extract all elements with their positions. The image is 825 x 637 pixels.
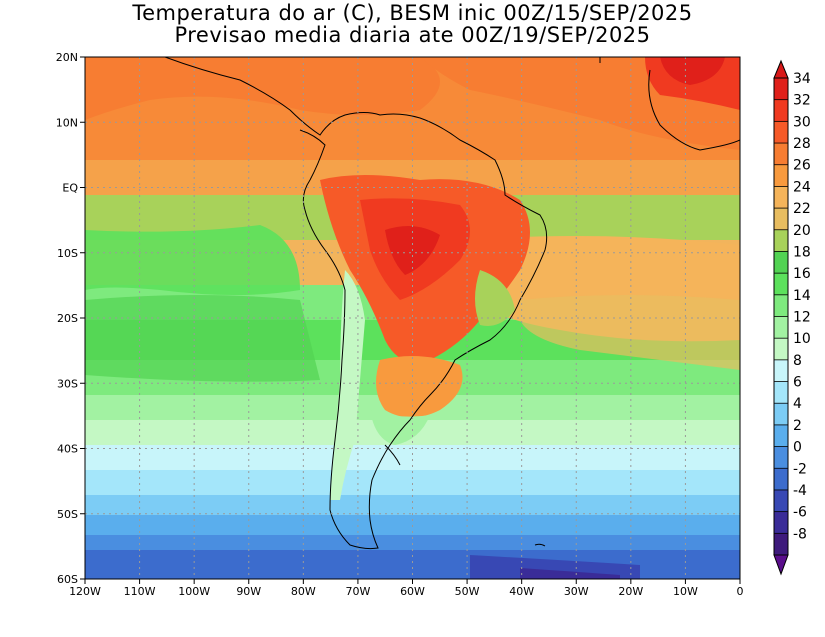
lat-label: 20S [57, 312, 78, 325]
colorbar-label: 34 [793, 71, 811, 87]
lon-label: 120W [69, 585, 101, 598]
colorbar-label: 6 [793, 375, 802, 391]
colorbar-swatch [774, 446, 788, 469]
colorbar-swatch [774, 316, 788, 339]
coastlines [164, 57, 740, 550]
colorbar-swatch [774, 143, 788, 166]
colorbar-label: 26 [793, 158, 811, 174]
lat-label: 40S [57, 443, 78, 456]
colorbar-label: 22 [793, 201, 811, 217]
colorbar-label: 10 [793, 331, 811, 347]
colorbar-swatch [774, 121, 788, 144]
lat-label: 30S [57, 377, 78, 390]
colorbar-swatch [774, 489, 788, 513]
colorbar-label: 20 [793, 223, 811, 239]
colorbar-swatch [774, 78, 788, 101]
map-title-line-1: Temperatura do ar (C), BESM inic 00Z/15/… [132, 1, 693, 25]
colorbar-label: 30 [793, 114, 811, 130]
colorbar-swatch [774, 208, 788, 231]
colorbar-swatch [774, 338, 788, 361]
colorbar-swatch [774, 533, 788, 556]
lat-label: 50S [57, 508, 78, 521]
lon-label: 90W [236, 585, 261, 598]
colorbar-label: 16 [793, 266, 811, 282]
colorbar-swatch [774, 273, 788, 296]
map-title-line-2: Previsao media diaria ate 00Z/19/SEP/202… [174, 23, 651, 47]
colorbar-label: -4 [793, 483, 807, 499]
colorbar-label: 2 [793, 418, 802, 434]
lat-label: 10N [56, 116, 78, 129]
lon-label: 110W [124, 585, 156, 598]
colorbar-swatch [774, 468, 788, 491]
colorbar-swatch [774, 186, 788, 209]
colorbar-frame [773, 77, 789, 556]
lat-label: 60S [57, 573, 78, 586]
colorbar-swatch [774, 424, 788, 448]
lat-label: 20N [56, 51, 78, 64]
lon-label: 20W [618, 585, 643, 598]
lon-label: 100W [178, 585, 210, 598]
gridlines [85, 57, 740, 579]
lat-label: 10S [57, 247, 78, 260]
colorbar-label: 8 [793, 353, 802, 369]
colorbar-swatch [774, 229, 788, 252]
lon-label: 50W [455, 585, 480, 598]
lon-label: 70W [345, 585, 370, 598]
colorbar-swatch [774, 99, 788, 122]
colorbar-label: 24 [793, 179, 811, 195]
colorbar-swatch [774, 511, 788, 534]
colorbar-label: 28 [793, 136, 811, 152]
lon-label: 60W [400, 585, 425, 598]
lat-label: EQ [62, 182, 78, 195]
colorbar-top-arrow [773, 59, 789, 79]
colorbar-swatch [774, 251, 788, 274]
colorbar-label: -6 [793, 505, 807, 521]
colorbar-label: 12 [793, 310, 811, 326]
colorbar-label: 0 [793, 440, 802, 456]
colorbar-label: -8 [793, 526, 807, 542]
lon-label: 80W [291, 585, 316, 598]
colorbar-swatch [774, 381, 788, 404]
colorbar-label: 4 [793, 396, 802, 412]
colorbar-swatch [774, 403, 788, 426]
lon-label: 40W [509, 585, 534, 598]
colorbar-label: -2 [793, 461, 807, 477]
lon-label: 0 [737, 585, 744, 598]
colorbar-swatch [774, 164, 788, 187]
lon-label: 10W [673, 585, 698, 598]
colorbar-label: 18 [793, 244, 811, 260]
colorbar-label: 32 [793, 93, 811, 109]
lon-label: 30W [564, 585, 589, 598]
colorbar-swatch [774, 294, 788, 317]
colorbar-label: 14 [793, 288, 811, 304]
colorbar-bottom-arrow [773, 554, 789, 576]
colorbar-swatch [774, 359, 788, 383]
